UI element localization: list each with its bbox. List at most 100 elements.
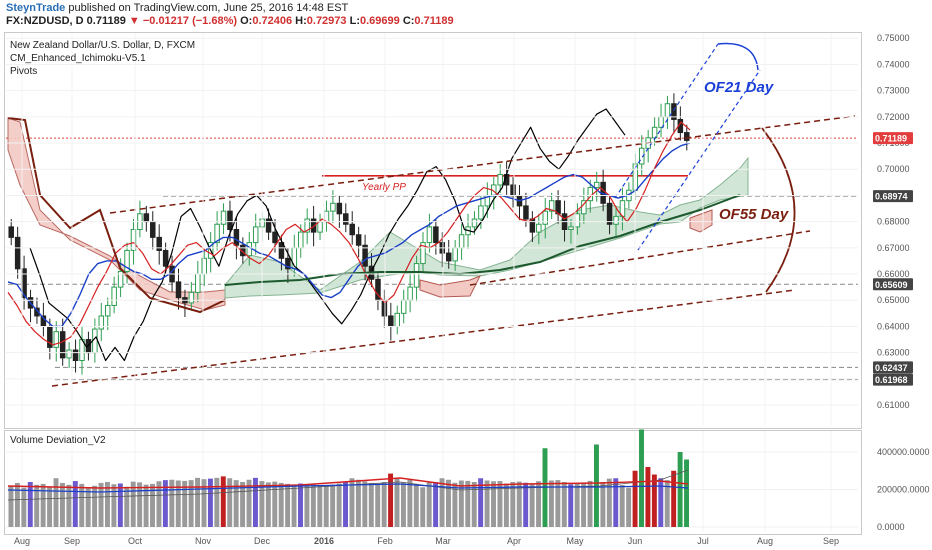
- trend-drawings: [51, 42, 856, 387]
- volume-bar: [497, 481, 503, 527]
- candle-body: [130, 229, 137, 251]
- volume-bar: [362, 481, 368, 527]
- candle-body: [433, 226, 439, 244]
- candle-body: [143, 213, 150, 223]
- candle-body: [111, 286, 117, 306]
- vol-ma-blue: [7, 483, 689, 493]
- y-tick-label: 0.61000: [877, 400, 910, 410]
- candle-body: [34, 307, 40, 317]
- volume-bar: [400, 482, 406, 527]
- symbol-label[interactable]: FX:NZDUSD, D: [6, 15, 84, 27]
- volume-bar: [207, 478, 213, 527]
- ohlc-line: FX:NZDUSD, D 0.71189 ▼ −0.01217 (−1.68%)…: [6, 15, 454, 27]
- volume-bar: [175, 480, 181, 527]
- x-tick-label: Nov: [195, 536, 212, 546]
- candle-body: [548, 200, 555, 212]
- volume-bar: [613, 478, 619, 527]
- x-tick-label: Feb: [377, 536, 393, 546]
- volume-bar: [150, 483, 155, 527]
- candle-body: [638, 147, 645, 165]
- candle-body: [330, 202, 336, 212]
- price-badge: [873, 190, 913, 203]
- candle-body: [278, 242, 285, 259]
- volume-bar: [420, 487, 426, 527]
- vol-tick-label: 400000.0000: [877, 447, 930, 457]
- volume-bar: [111, 484, 117, 527]
- candle-body: [568, 226, 574, 231]
- volume-bar: [240, 482, 246, 527]
- volume-bar: [220, 476, 226, 527]
- volume-bar: [291, 484, 297, 527]
- volume-bar: [27, 482, 33, 527]
- brown-arc: [761, 127, 796, 293]
- volume-bar: [536, 481, 542, 527]
- volume-bar: [658, 478, 664, 527]
- volume-bar: [72, 481, 78, 527]
- volume-bar: [388, 473, 394, 527]
- price-badge-label: 0.68974: [875, 192, 908, 202]
- channel-upper: [109, 115, 856, 214]
- volume-bar: [323, 485, 329, 527]
- volume-bar: [381, 482, 387, 527]
- volume-bar: [458, 480, 464, 527]
- price-change: −0.01217 (−1.68%): [142, 15, 238, 27]
- vol-ma-red: [7, 477, 689, 489]
- volume-bar: [671, 470, 677, 527]
- x-tick-label: Apr: [507, 536, 521, 546]
- candle-body: [536, 223, 542, 233]
- volume-bar: [394, 477, 400, 527]
- candle-body: [252, 226, 259, 244]
- price-badges: 0.71189 0.68974 0.65609 0.62437 0.61968: [873, 132, 913, 386]
- x-tick-label: Aug: [757, 536, 773, 546]
- volume-bar: [632, 470, 638, 527]
- price-axis: 0.750000.740000.730000.720000.710000.700…: [6, 33, 910, 410]
- volume-bar: [298, 483, 303, 527]
- volume-bar: [246, 479, 252, 527]
- y-tick-label: 0.72000: [877, 112, 910, 122]
- price-pane[interactable]: [4, 32, 862, 429]
- volume-bar: [677, 452, 683, 527]
- channel-middle: [469, 230, 811, 286]
- volume-bar: [626, 487, 632, 527]
- candle-body: [458, 234, 465, 249]
- vol-tick-label: 200000.0000: [877, 485, 930, 495]
- volume-bar: [529, 483, 535, 527]
- kijun-line: [7, 142, 691, 328]
- y-tick-label: 0.65000: [877, 295, 910, 305]
- high-label: H:: [295, 15, 307, 27]
- candle-body: [349, 223, 355, 236]
- volume-title[interactable]: Volume Deviation_V2: [10, 435, 106, 446]
- senkou-line: [224, 194, 741, 286]
- down-arrow-icon: ▼: [128, 15, 140, 27]
- candle-body: [272, 231, 278, 244]
- y-tick-label: 0.67000: [877, 243, 910, 253]
- senkou-b-line: [7, 117, 226, 314]
- candle-body: [214, 223, 220, 244]
- volume-bar: [278, 482, 284, 527]
- volume-bar: [471, 482, 477, 527]
- author-link[interactable]: SteynTrade: [6, 2, 66, 14]
- volume-bar: [8, 485, 14, 527]
- volume-bar: [272, 481, 278, 527]
- low-label: L:: [349, 15, 360, 27]
- volume-bar: [92, 485, 98, 527]
- candle-body: [124, 249, 130, 272]
- publish-line: SteynTrade published on TradingView.com,…: [6, 2, 348, 14]
- candle-body: [156, 236, 162, 251]
- candle-body: [413, 263, 420, 288]
- candle-body: [671, 103, 677, 120]
- volume-bar: [555, 480, 561, 527]
- candle-body: [388, 315, 394, 327]
- indicator-pivots[interactable]: Pivots: [10, 66, 38, 77]
- volume-bar: [375, 484, 381, 527]
- candle-body: [66, 349, 72, 359]
- volume-bar: [368, 482, 374, 527]
- volume-bar: [600, 482, 606, 527]
- indicator-ichimoku[interactable]: CM_Enhanced_Ichimoku-V5.1: [10, 53, 146, 64]
- candle-body: [117, 270, 124, 288]
- candle-body: [72, 349, 79, 361]
- y-tick-label: 0.70000: [877, 164, 910, 174]
- price-badge-label: 0.61968: [875, 375, 908, 385]
- volume-bar: [130, 481, 136, 527]
